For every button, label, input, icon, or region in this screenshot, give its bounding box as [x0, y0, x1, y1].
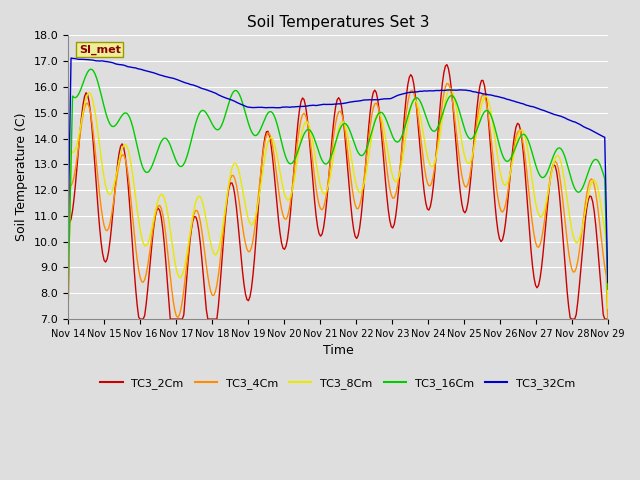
TC3_32Cm	[227, 96, 234, 102]
TC3_16Cm	[575, 189, 583, 195]
TC3_2Cm	[443, 62, 451, 68]
TC3_2Cm	[64, 316, 72, 322]
TC3_16Cm	[227, 95, 234, 101]
TC3_8Cm	[604, 305, 612, 311]
TC3_8Cm	[64, 316, 72, 322]
TC3_32Cm	[301, 103, 309, 109]
TC3_4Cm	[243, 246, 251, 252]
TC3_2Cm	[131, 267, 138, 273]
TC3_16Cm	[301, 129, 309, 134]
TC3_4Cm	[225, 182, 233, 188]
Line: TC3_32Cm: TC3_32Cm	[68, 58, 608, 283]
TC3_32Cm	[132, 65, 140, 71]
Line: TC3_8Cm: TC3_8Cm	[68, 89, 608, 319]
Y-axis label: Soil Temperature (C): Soil Temperature (C)	[15, 113, 28, 241]
TC3_2Cm	[243, 297, 251, 302]
Line: TC3_16Cm: TC3_16Cm	[68, 69, 608, 296]
TC3_16Cm	[87, 66, 95, 72]
TC3_8Cm	[252, 212, 260, 217]
TC3_32Cm	[604, 280, 612, 286]
X-axis label: Time: Time	[323, 344, 353, 357]
TC3_16Cm	[604, 287, 612, 292]
TC3_16Cm	[64, 293, 72, 299]
TC3_4Cm	[300, 110, 308, 116]
TC3_4Cm	[64, 287, 72, 292]
Line: TC3_4Cm: TC3_4Cm	[68, 84, 608, 319]
TC3_4Cm	[252, 216, 260, 221]
TC3_8Cm	[243, 211, 251, 216]
TC3_32Cm	[64, 232, 72, 238]
TC3_16Cm	[253, 132, 261, 137]
TC3_8Cm	[225, 180, 233, 186]
TC3_4Cm	[604, 316, 612, 322]
TC3_32Cm	[244, 104, 252, 110]
TC3_2Cm	[604, 316, 612, 322]
Legend: TC3_2Cm, TC3_4Cm, TC3_8Cm, TC3_16Cm, TC3_32Cm: TC3_2Cm, TC3_4Cm, TC3_8Cm, TC3_16Cm, TC3…	[96, 373, 580, 393]
TC3_4Cm	[131, 229, 138, 235]
TC3_8Cm	[131, 183, 138, 189]
TC3_8Cm	[300, 122, 308, 128]
TC3_8Cm	[575, 237, 583, 242]
TC3_32Cm	[253, 105, 261, 110]
TC3_8Cm	[446, 86, 454, 92]
TC3_32Cm	[67, 55, 75, 61]
Text: SI_met: SI_met	[79, 44, 121, 55]
TC3_4Cm	[443, 81, 451, 86]
TC3_2Cm	[252, 237, 260, 242]
TC3_16Cm	[132, 137, 140, 143]
Title: Soil Temperatures Set 3: Soil Temperatures Set 3	[246, 15, 429, 30]
TC3_2Cm	[225, 185, 233, 191]
TC3_32Cm	[575, 121, 583, 127]
Line: TC3_2Cm: TC3_2Cm	[68, 65, 608, 319]
TC3_4Cm	[575, 250, 583, 255]
TC3_2Cm	[300, 96, 308, 102]
TC3_16Cm	[244, 120, 252, 126]
TC3_2Cm	[575, 285, 583, 290]
